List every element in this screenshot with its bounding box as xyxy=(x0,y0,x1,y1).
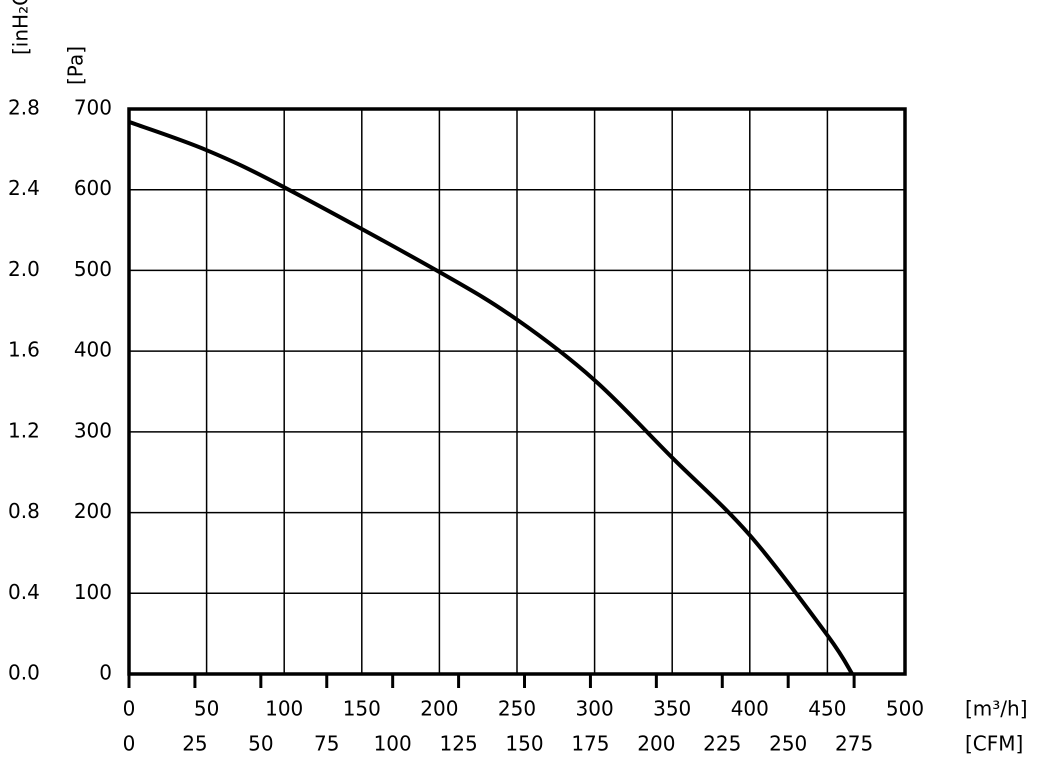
x2-tick-label: 0 xyxy=(123,732,136,756)
y2-axis-label: [inH₂O] xyxy=(9,0,33,55)
x-axis-label: [m³/h] xyxy=(965,697,1028,721)
curve xyxy=(128,120,854,676)
y-axis-label: [Pa] xyxy=(64,46,88,85)
x-tick-label: 450 xyxy=(808,697,846,721)
x2-tick-label: 200 xyxy=(637,732,675,756)
x-tick-label: 500 xyxy=(886,697,924,721)
y-tick-label: 0 xyxy=(99,661,112,685)
x-tick-label: 300 xyxy=(576,697,614,721)
y-tick-label: 100 xyxy=(74,580,112,604)
y2-tick-label: 2.0 xyxy=(8,257,40,281)
x2-tick-label: 75 xyxy=(314,732,339,756)
x-tick-label: 150 xyxy=(343,697,381,721)
y2-tick-label: 0.8 xyxy=(8,499,40,523)
x2-tick-label: 125 xyxy=(440,732,478,756)
x2-tick-label: 100 xyxy=(374,732,412,756)
y2-tick-label: 0.4 xyxy=(8,580,40,604)
x-tick-label: 0 xyxy=(123,697,136,721)
y-tick-label: 600 xyxy=(74,176,112,200)
x-tick-label: 200 xyxy=(420,697,458,721)
y2-tick-label: 1.2 xyxy=(8,418,40,442)
y2-tick-label: 2.4 xyxy=(8,176,40,200)
x2-tick-label: 275 xyxy=(835,732,873,756)
plot-frame xyxy=(127,107,907,676)
x2-tick-label: 150 xyxy=(505,732,543,756)
x2-axis-label: [CFM] xyxy=(965,732,1023,756)
x2-tick-label: 225 xyxy=(703,732,741,756)
x2-tick-label: 25 xyxy=(182,732,207,756)
x2-tick-label: 50 xyxy=(248,732,273,756)
y2-tick-label: 1.6 xyxy=(8,338,40,362)
y2-tick-label: 2.8 xyxy=(8,96,40,120)
x-tick-label: 50 xyxy=(194,697,219,721)
x2-tick-label: 250 xyxy=(769,732,807,756)
y2-tick-label: 0.0 xyxy=(8,661,40,685)
x-tick-label: 400 xyxy=(731,697,769,721)
x-tick-label: 100 xyxy=(265,697,303,721)
y-tick-label: 500 xyxy=(74,257,112,281)
y-tick-label: 700 xyxy=(74,96,112,120)
x-tick-label: 350 xyxy=(653,697,691,721)
y-tick-label: 300 xyxy=(74,418,112,442)
x2-tick-label: 175 xyxy=(571,732,609,756)
x-tick-label: 250 xyxy=(498,697,536,721)
y-tick-label: 400 xyxy=(74,338,112,362)
y-tick-label: 200 xyxy=(74,499,112,523)
